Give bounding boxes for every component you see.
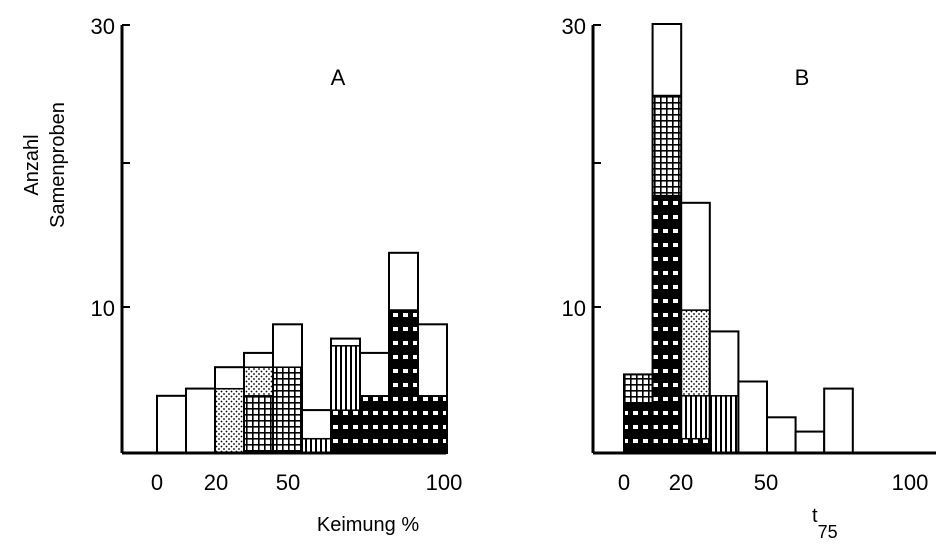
panel-a-bar-3-segment-dotted [243,366,274,397]
panel-b-bar-2-segment-horizontal [680,437,711,454]
panel-a-ylabel-line1: Anzahl [21,134,43,195]
panel-b-bar-1-segment-open [651,23,682,97]
panel-b-bar-1-segment-horizontal [651,194,682,454]
panel-b-xtick-label-100: 100 [892,470,929,495]
panel-b-bar-2-segment-vertical [680,395,711,440]
panel-b-xlabel-sub: 75 [818,522,838,542]
panel-b-ytick-label-10: 10 [562,296,586,321]
panel-a-bars [156,251,448,455]
panel-a: 30 10 0 20 50 100 A Keimung % Anzahl Sam… [21,14,462,536]
panel-a-xlabel: Keimung % [317,514,419,536]
panel-a-xtick-label-50: 50 [276,470,300,495]
panel-b: 30 10 0 20 50 100 B t75 [562,14,936,542]
panel-a-bar-4-segment-open [272,323,303,368]
panel-b-bar-0-segment-horizontal [623,402,654,454]
panel-a-bar-2-segment-dotted [214,387,245,454]
panel-b-xtick-label-50: 50 [754,470,778,495]
panel-b-xlabel-main: t [812,505,818,527]
panel-b-bar-4-segment-open [737,380,768,454]
panel-a-bar-6-segment-horizontal [330,409,361,454]
panel-a-bar-4-segment-grid [272,366,303,454]
panel-a-bar-5-segment-open [301,409,332,440]
panel-a-ytick-label-30: 30 [91,14,115,39]
panel-b-bar-7-segment-open [823,387,854,454]
panel-b-bar-3-segment-open [709,330,740,397]
panel-b-xtick-label-0: 0 [618,470,630,495]
panel-a-bar-6-segment-open [330,337,361,347]
panel-a-xtick-label-100: 100 [426,470,463,495]
panel-a-bar-7-segment-open [359,352,390,397]
panel-a-bar-3-segment-open [243,352,274,368]
panel-a-bar-9-segment-horizontal [417,395,448,454]
panel-b-label: B [795,65,810,90]
panel-a-bar-6-segment-vertical [330,345,361,411]
panel-b-bars [623,23,854,455]
panel-a-bar-0-segment-open [156,395,187,454]
panel-b-bar-6-segment-open [794,430,825,454]
panel-a-xtick-label-20: 20 [204,470,228,495]
panel-a-bar-5-segment-vertical [301,437,332,454]
panel-a-bar-8-segment-open [388,252,419,311]
panel-a-ylabel-line2: Samenproben [47,102,69,228]
panel-b-bar-0-segment-grid [623,373,654,404]
panel-a-bar-3-segment-grid [243,395,274,454]
panel-b-bar-5-segment-open [766,416,797,454]
panel-a-ytick-label-10: 10 [91,296,115,321]
panel-a-bar-1-segment-open [185,387,216,454]
panel-b-bar-2-segment-open [680,202,711,311]
panel-a-bar-8-segment-horizontal [388,309,419,454]
panel-b-xtick-label-20: 20 [669,470,693,495]
panel-b-bar-2-segment-dotted [680,309,711,397]
panel-b-bar-3-segment-vertical [709,395,740,454]
panel-b-xlabel: t75 [812,505,838,542]
panel-a-bar-9-segment-open [417,323,448,397]
panel-a-xtick-label-0: 0 [151,470,163,495]
panel-a-bar-7-segment-horizontal [359,395,390,454]
panel-a-label: A [331,65,346,90]
panel-a-bar-2-segment-open [214,366,245,390]
panel-b-bar-1-segment-grid [651,94,682,197]
panel-b-ytick-label-30: 30 [562,14,586,39]
